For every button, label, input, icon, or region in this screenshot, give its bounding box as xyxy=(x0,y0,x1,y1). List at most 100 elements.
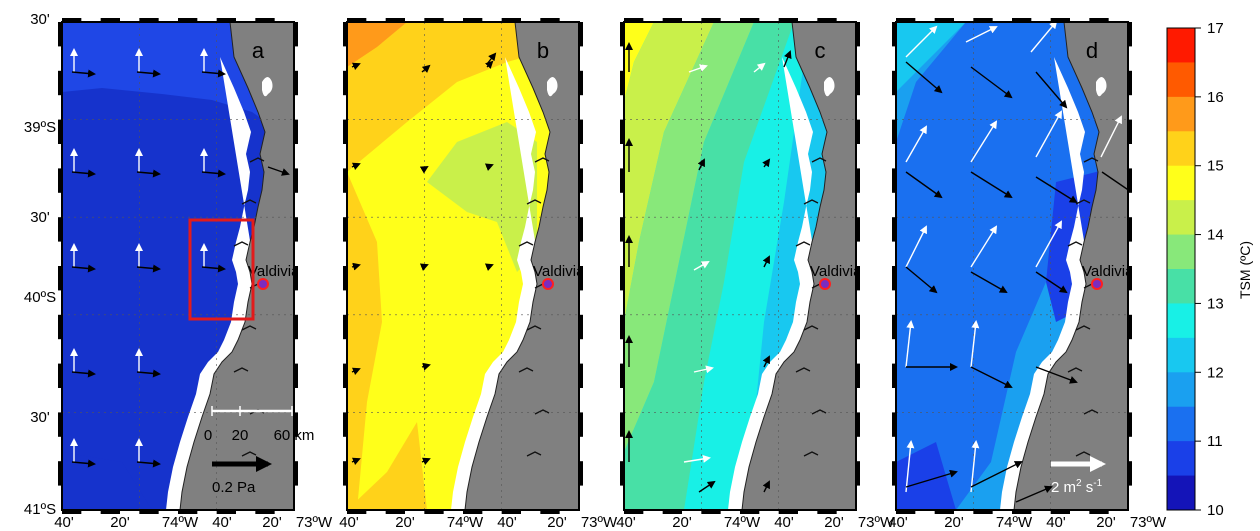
black-vector-arrow xyxy=(905,469,958,488)
black-vector-arrow xyxy=(136,369,161,378)
river-stub xyxy=(233,367,249,373)
x-tick-label: 73ºW xyxy=(1130,514,1167,531)
border-segment xyxy=(1128,217,1132,242)
black-vector-arrow xyxy=(267,166,290,176)
border-segment xyxy=(892,363,896,388)
black-vector-arrow xyxy=(136,459,161,468)
border-segment xyxy=(294,70,298,96)
border-segment xyxy=(347,18,367,22)
border-segment xyxy=(58,363,62,388)
border-segment xyxy=(424,510,444,514)
border-segment xyxy=(856,314,860,340)
border-segment xyxy=(892,314,896,340)
border-segment xyxy=(579,70,583,96)
black-vector-arrow xyxy=(351,62,361,71)
valdivia-marker xyxy=(257,278,269,290)
border-segment xyxy=(579,266,583,291)
river-stub xyxy=(233,241,249,247)
border-segment xyxy=(255,510,275,514)
land-mass xyxy=(741,22,856,510)
border-segment xyxy=(892,168,896,193)
border-segment xyxy=(934,18,954,22)
border-segment xyxy=(343,461,347,486)
black-vector-arrow xyxy=(762,255,770,268)
colorbar-segment xyxy=(1167,96,1195,132)
colorbar-segment xyxy=(1167,303,1195,339)
land-mass xyxy=(464,22,579,510)
black-vector-arrow xyxy=(351,262,361,271)
border-segment xyxy=(892,70,896,96)
black-vector-arrow xyxy=(484,163,494,171)
lake-shape xyxy=(1096,77,1107,97)
black-vector-arrow xyxy=(698,480,716,493)
border-segment xyxy=(58,461,62,486)
border-segment xyxy=(620,266,624,291)
border-segment xyxy=(294,217,298,242)
border-segment xyxy=(540,18,560,22)
river-stub xyxy=(518,367,534,373)
white-vector-arrow xyxy=(1035,110,1062,158)
border-segment xyxy=(385,510,405,514)
study-area-box xyxy=(188,218,255,321)
border-segment xyxy=(620,70,624,96)
border-segment xyxy=(856,363,860,388)
colorbar-segment xyxy=(1167,131,1195,167)
border-segment xyxy=(1128,168,1132,193)
river-stub xyxy=(518,241,534,247)
border-segment xyxy=(620,22,624,47)
black-vector-arrow xyxy=(484,263,494,271)
black-vector-arrow xyxy=(762,480,770,493)
white-vector-arrow xyxy=(905,440,915,493)
border-segment xyxy=(216,18,236,22)
river-stub xyxy=(1067,367,1083,373)
colorbar-tick-label: 15 xyxy=(1207,158,1224,175)
border-segment xyxy=(294,412,298,437)
border-segment xyxy=(216,510,236,514)
white-vector-arrow xyxy=(693,365,714,374)
white-vector-arrow xyxy=(683,454,711,463)
border-segment xyxy=(856,119,860,144)
y-tick-label: 40ºS xyxy=(24,289,56,306)
x-tick-label: 74ºW xyxy=(996,514,1033,531)
border-segment xyxy=(343,217,347,242)
river-stub xyxy=(1083,157,1099,163)
x-tick-label: 20' xyxy=(944,514,964,531)
colorbar-segment xyxy=(1167,475,1195,511)
valdivia-marker xyxy=(542,278,554,290)
x-tick-label: 20' xyxy=(672,514,692,531)
white-vector-arrow xyxy=(1035,220,1062,268)
contour-region xyxy=(62,452,152,510)
border-segment xyxy=(856,266,860,291)
river-stub xyxy=(526,325,542,331)
contour-region xyxy=(347,22,407,67)
border-segment xyxy=(896,510,916,514)
stress-reference-label: 0.2 Pa xyxy=(212,479,256,496)
border-segment xyxy=(1128,266,1132,291)
x-tick-label: 20' xyxy=(395,514,415,531)
border-segment xyxy=(1050,18,1070,22)
white-vector-arrow xyxy=(970,320,980,368)
border-segment xyxy=(343,412,347,437)
black-vector-arrow xyxy=(762,158,771,168)
border-segment xyxy=(424,18,444,22)
border-segment xyxy=(62,18,82,22)
white-vector-arrow xyxy=(688,64,708,73)
border-segment xyxy=(294,119,298,144)
contour-region xyxy=(896,22,966,92)
y-tick-label: 41ºS xyxy=(24,501,56,518)
border-segment xyxy=(58,119,62,144)
border-segment xyxy=(1128,363,1132,388)
black-vector-arrow xyxy=(201,264,226,273)
border-segment xyxy=(139,18,159,22)
black-vector-arrow xyxy=(1035,71,1068,109)
black-vector-arrow xyxy=(136,69,161,78)
border-segment xyxy=(178,18,198,22)
white-vector-arrow xyxy=(905,320,915,368)
border-segment xyxy=(294,363,298,388)
white-vector-arrow xyxy=(1030,22,1058,53)
lake-shape xyxy=(824,77,835,97)
contour-region xyxy=(896,442,956,510)
border-segment xyxy=(579,314,583,340)
panel-letter: b xyxy=(537,38,549,63)
colorbar-segment xyxy=(1167,406,1195,442)
